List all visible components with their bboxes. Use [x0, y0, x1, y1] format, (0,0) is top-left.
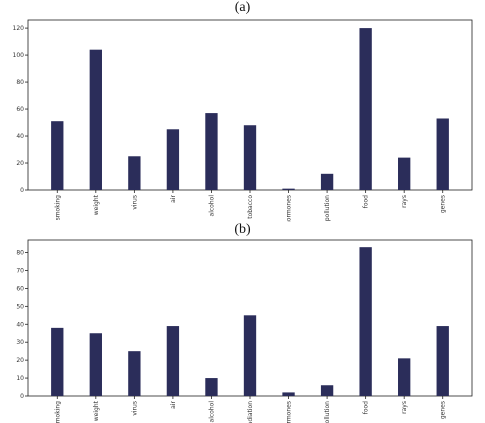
bar-food	[359, 247, 372, 396]
x-tick-label-genes: genes	[440, 401, 447, 419]
y-tick-label: 50	[16, 303, 24, 310]
y-tick-label: 30	[16, 339, 24, 346]
bar-virus	[128, 156, 141, 190]
y-tick-label: 0	[20, 393, 24, 400]
x-tick-label-air: air	[170, 400, 177, 408]
bar-air	[166, 129, 180, 190]
bar-weight	[89, 333, 102, 396]
y-tick-label: 120	[13, 25, 25, 32]
y-tick-label: 80	[16, 250, 24, 257]
y-tick-label: 60	[16, 106, 24, 113]
bar-virus	[128, 351, 141, 396]
y-tick-label: 40	[16, 321, 24, 328]
bar-rays	[398, 358, 411, 396]
x-tick-label-smoking: smoking	[54, 401, 61, 423]
bar-food	[359, 28, 372, 190]
x-tick-label-air: air	[170, 194, 177, 202]
x-tick-label-food: food	[363, 401, 370, 414]
x-tick-label-virus: virus	[131, 401, 138, 416]
x-tick-label-hormones: hormones	[286, 401, 293, 423]
x-tick-label-rays: rays	[401, 195, 408, 208]
bar-radiation	[243, 315, 257, 396]
bar-pollution	[320, 385, 334, 396]
bar-chart-b: 0 10 20 30 40 50 60 70 80 smoking weight virus air al…	[16, 239, 473, 423]
panel-label-b: (b)	[234, 222, 251, 237]
bar-chart-a: 0 20 40 60 80 100 120 smoking weight virus air alco…	[13, 19, 473, 222]
y-tick-label: 100	[13, 52, 25, 59]
y-tick-label: 20	[16, 160, 24, 167]
bar-air	[166, 326, 180, 396]
bar-genes	[436, 326, 449, 396]
x-tick-label-hormones: hormones	[286, 195, 293, 222]
x-tick-label-alcohol: alcohol	[208, 401, 215, 423]
bar-rays	[398, 157, 411, 190]
x-tick-label-tobacco: tobacco	[247, 195, 254, 219]
x-tick-label-weight: weight	[93, 400, 100, 421]
bar-smoking	[51, 327, 64, 396]
x-tick-label-weight: weight	[93, 194, 100, 215]
panel-label-a: (a)	[234, 0, 251, 15]
y-tick-label: 70	[16, 267, 24, 274]
x-tick-label-food: food	[363, 195, 370, 208]
bar-alcohol	[205, 113, 218, 190]
y-tick-label: 20	[16, 357, 24, 364]
y-tick-label: 0	[20, 187, 24, 194]
x-tick-label-pollution: pollution	[324, 195, 331, 221]
bar-hormones	[282, 392, 295, 396]
x-tick-label-rays: rays	[401, 401, 408, 414]
x-tick-label-alcohol: alcohol	[208, 195, 215, 217]
y-tick-label: 10	[16, 375, 24, 382]
x-tick-label-genes: genes	[440, 195, 447, 213]
bar-pollution	[320, 173, 334, 190]
bar-genes	[436, 118, 449, 190]
x-tick-label-smoking: smoking	[54, 195, 61, 221]
x-tick-label-pollution: pollution	[324, 401, 331, 423]
bar-weight	[89, 49, 102, 190]
x-tick-label-radiation: radiation	[247, 401, 254, 423]
bar-alcohol	[205, 378, 218, 396]
bar-smoking	[51, 121, 64, 190]
y-tick-label: 80	[16, 79, 24, 86]
x-tick-label-virus: virus	[131, 195, 138, 210]
y-tick-label: 40	[16, 133, 24, 140]
bar-hormones	[282, 188, 295, 190]
bar-tobacco	[243, 125, 257, 190]
y-tick-label: 60	[16, 285, 24, 292]
